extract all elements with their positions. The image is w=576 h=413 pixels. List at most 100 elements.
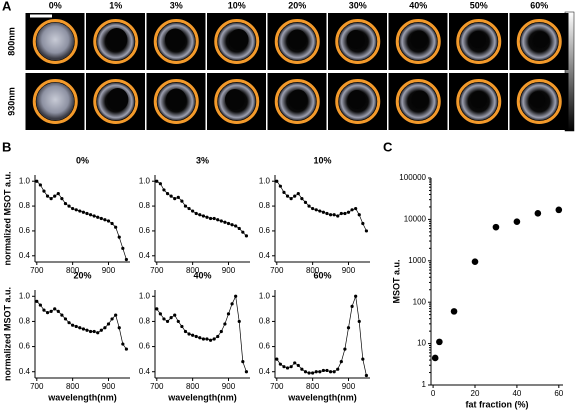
- column-label: 1%: [109, 0, 122, 10]
- marker: [85, 328, 89, 332]
- x-tick-label: 700: [150, 266, 164, 275]
- marker: [336, 214, 340, 218]
- marker: [78, 326, 82, 330]
- y-tick-label: 1.0: [19, 291, 31, 300]
- marker: [307, 371, 311, 375]
- x-tick-label: 900: [222, 382, 236, 391]
- marker: [285, 366, 290, 370]
- image-content: [346, 30, 365, 49]
- marker: [191, 333, 195, 337]
- y-tick-label: 0.8: [259, 201, 271, 210]
- roi-circle: [274, 19, 320, 64]
- marker: [364, 229, 369, 233]
- marker: [183, 204, 188, 208]
- column-label: 10%: [228, 0, 246, 10]
- column-label: 50%: [470, 0, 488, 10]
- marker: [208, 216, 213, 221]
- y-axis-label: MSOT a.u.: [391, 259, 401, 303]
- x-tick-label: 900: [222, 266, 236, 275]
- point: [513, 218, 521, 225]
- roi-circle: [516, 19, 562, 64]
- chart-title: 60%: [313, 270, 331, 280]
- roi-circle: [335, 79, 381, 124]
- row-label: 800nm: [6, 27, 16, 56]
- marker: [307, 204, 311, 208]
- marker: [241, 360, 245, 364]
- marker: [60, 197, 64, 201]
- marker: [38, 303, 42, 307]
- y-tick-label: 1.0: [139, 291, 151, 300]
- marker: [303, 370, 308, 374]
- marker: [354, 294, 358, 298]
- marker: [223, 220, 227, 224]
- marker: [343, 211, 347, 216]
- marker: [300, 367, 304, 371]
- marker: [364, 373, 369, 378]
- row-label: 930nm: [6, 87, 16, 116]
- marker: [165, 192, 170, 196]
- marker: [332, 213, 336, 217]
- marker: [103, 218, 107, 222]
- marker: [346, 210, 351, 214]
- roi-circle: [456, 19, 502, 64]
- marker: [42, 189, 46, 193]
- marker: [99, 216, 103, 221]
- x-tick-label: 800: [306, 382, 320, 391]
- marker: [81, 327, 85, 331]
- marker: [124, 347, 129, 351]
- marker: [339, 360, 343, 364]
- marker: [328, 213, 333, 217]
- marker: [226, 312, 231, 316]
- marker: [361, 221, 365, 226]
- y-tick-label: 0.8: [139, 317, 151, 326]
- marker: [114, 225, 118, 229]
- roi-circle: [214, 79, 260, 124]
- marker: [205, 215, 209, 219]
- marker: [155, 179, 159, 183]
- marker: [293, 361, 297, 365]
- x-tick-label: 900: [342, 266, 356, 275]
- marker: [92, 329, 96, 334]
- marker: [67, 204, 71, 208]
- marker: [173, 313, 177, 317]
- x-tick-label: 700: [270, 266, 284, 275]
- y-tick-label: 100: [413, 297, 427, 306]
- image-content: [36, 82, 75, 121]
- line: [36, 180, 127, 260]
- panel-label: B: [2, 139, 11, 154]
- marker: [318, 370, 322, 374]
- marker: [110, 221, 114, 226]
- marker: [162, 317, 166, 321]
- marker: [106, 322, 111, 326]
- marker: [99, 328, 103, 332]
- marker: [244, 234, 249, 238]
- image-content: [533, 31, 550, 48]
- roi-circle: [93, 19, 139, 64]
- marker: [74, 208, 78, 212]
- marker: [278, 362, 282, 366]
- marker: [278, 184, 282, 188]
- y-tick-label: 10000: [404, 215, 427, 224]
- chart-title: 3%: [196, 155, 209, 165]
- marker: [173, 197, 177, 201]
- y-tick-label: 1000: [408, 256, 426, 265]
- marker: [212, 216, 216, 221]
- y-tick-label: 0.6: [259, 342, 271, 351]
- line: [276, 296, 367, 376]
- marker: [194, 334, 198, 339]
- marker: [219, 329, 223, 334]
- roi-circle: [153, 19, 199, 64]
- y-tick-label: 0.6: [19, 226, 31, 235]
- marker: [183, 329, 188, 334]
- marker: [187, 206, 191, 211]
- y-axis-label: normalized MSOT a.u.: [2, 287, 12, 381]
- roi-circle: [93, 79, 139, 124]
- marker: [71, 206, 75, 211]
- marker: [275, 357, 279, 361]
- x-axis-label: wavelength(nm): [167, 392, 237, 402]
- marker: [226, 221, 231, 226]
- marker: [321, 210, 325, 214]
- marker: [35, 299, 39, 303]
- roi-circle: [516, 79, 562, 124]
- marker: [318, 209, 322, 213]
